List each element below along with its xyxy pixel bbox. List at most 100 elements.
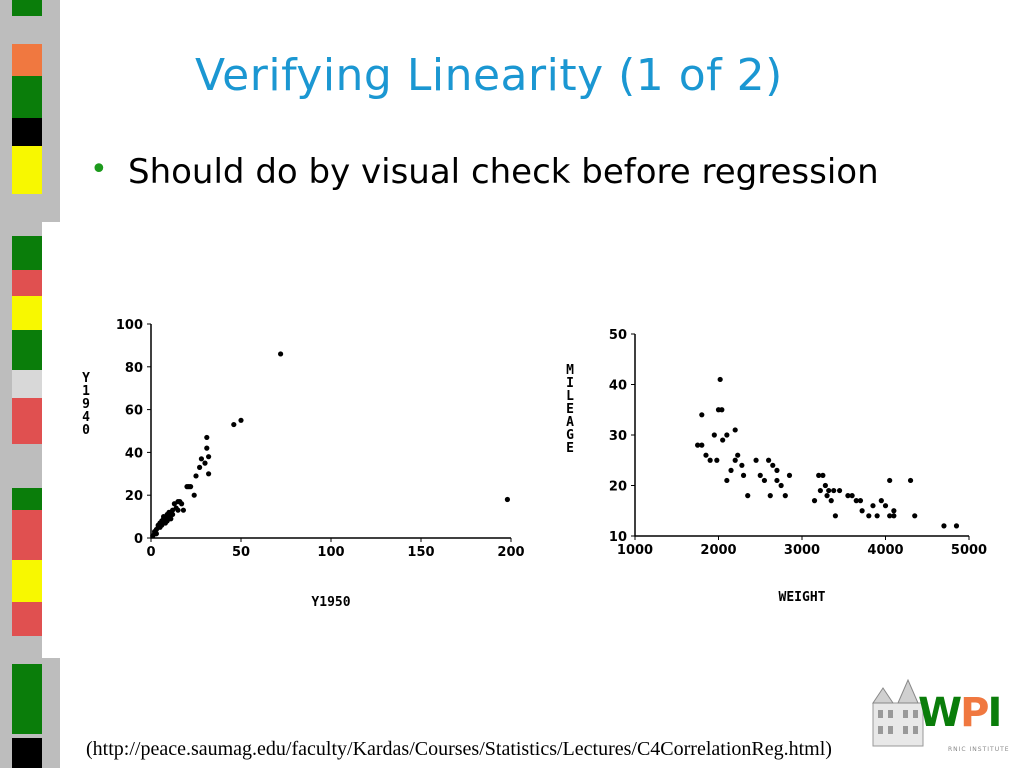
data-point [786,472,793,478]
data-point [202,460,208,466]
data-point [170,511,176,518]
x-tick-label: 3000 [784,543,820,558]
logo-letter-w: W [918,690,962,736]
strip-block [12,560,42,602]
strip-block [12,146,42,194]
axis-lines [634,334,969,537]
data-point [717,376,723,383]
strip-block [12,370,42,398]
data-point [703,452,709,458]
logo-letter-p: P [960,690,989,736]
data-point [866,513,872,519]
y-tick-label: 80 [125,361,143,376]
data-point [153,531,159,537]
strip-block [12,296,42,330]
strip-block [12,602,42,636]
y-tick-label: 40 [125,446,143,461]
data-point [891,513,897,519]
strip-block [12,44,42,76]
data-point [826,487,832,494]
data-point [774,477,780,484]
data-point [714,457,720,463]
y-tick-label: 40 [609,379,627,394]
x-tick-label: 50 [232,545,250,560]
strip-block [12,738,42,768]
data-point [912,513,918,519]
data-point [907,477,914,484]
data-point [711,432,717,438]
data-point [761,477,768,484]
strip-notch [42,222,60,658]
wpi-logo-text: WPI [918,690,1002,736]
data-point [887,477,893,484]
data-point [757,472,763,478]
data-point [724,432,730,438]
y-tick-label: 60 [125,404,143,419]
x-tick-label: 1000 [617,543,653,558]
data-point [766,457,772,463]
data-point [828,498,834,504]
strip-block [12,0,42,16]
y-tick-label: 50 [609,328,627,343]
data-point [857,498,864,504]
data-point [853,498,859,504]
data-point [770,462,776,468]
x-tick-label: 150 [407,545,434,560]
data-point [732,457,738,463]
data-point [193,473,199,479]
data-point [849,493,855,499]
data-point [206,471,212,477]
data-point [887,513,893,519]
scatter-chart-weight-vs-mileage: 1000 2000 3000 4000 5000 10 20 30 40 50 WEIGHT M I L E… [566,328,987,605]
logo-letter-i: I [987,690,1002,736]
strip-block [12,664,42,734]
source-citation: (http://peace.saumag.edu/faculty/Kardas/… [86,738,832,760]
data-point [180,507,186,513]
data-point [845,493,851,499]
data-point [824,493,830,499]
data-point [767,493,773,499]
data-point [778,482,784,489]
x-axis-label: Y1950 [311,595,350,610]
axis-lines [150,324,511,539]
wpi-logo: WPI RNIC INSTITUTE [868,676,1014,760]
data-point [774,467,780,473]
scatter-chart-y1950-vs-y1940: 0 50 100 150 200 0 20 40 60 80 100 Y1950 Y 1 9 4 0 [82,318,524,610]
data-point [732,427,738,433]
data-point [832,513,838,519]
data-point [816,472,822,478]
strip-block [12,510,42,560]
data-point [191,492,197,498]
data-point [720,437,726,443]
data-point [817,487,823,494]
strip-block [12,270,42,296]
x-tick-label: 200 [497,545,524,560]
data-point [820,472,826,478]
data-point [188,484,194,490]
data-point [831,487,837,494]
y-tick-label: 20 [125,489,143,504]
strip-block [12,398,42,444]
data-point [728,467,734,473]
data-point [699,412,705,418]
data-point [735,452,741,458]
bullet-text: Should do by visual check before regress… [128,152,879,192]
data-point [739,462,745,468]
data-point [197,464,203,470]
data-point [504,496,510,503]
data-point [204,445,210,451]
data-point [238,417,244,423]
x-tick-label: 100 [317,545,344,560]
data-point [179,501,185,507]
data-point [745,493,751,499]
logo-subtitle: RNIC INSTITUTE [948,746,1010,753]
data-point [175,507,181,513]
data-point [231,421,237,428]
data-point [699,442,705,448]
data-point [204,434,210,441]
data-point [695,442,701,448]
data-point [878,498,884,504]
data-point [707,457,713,463]
